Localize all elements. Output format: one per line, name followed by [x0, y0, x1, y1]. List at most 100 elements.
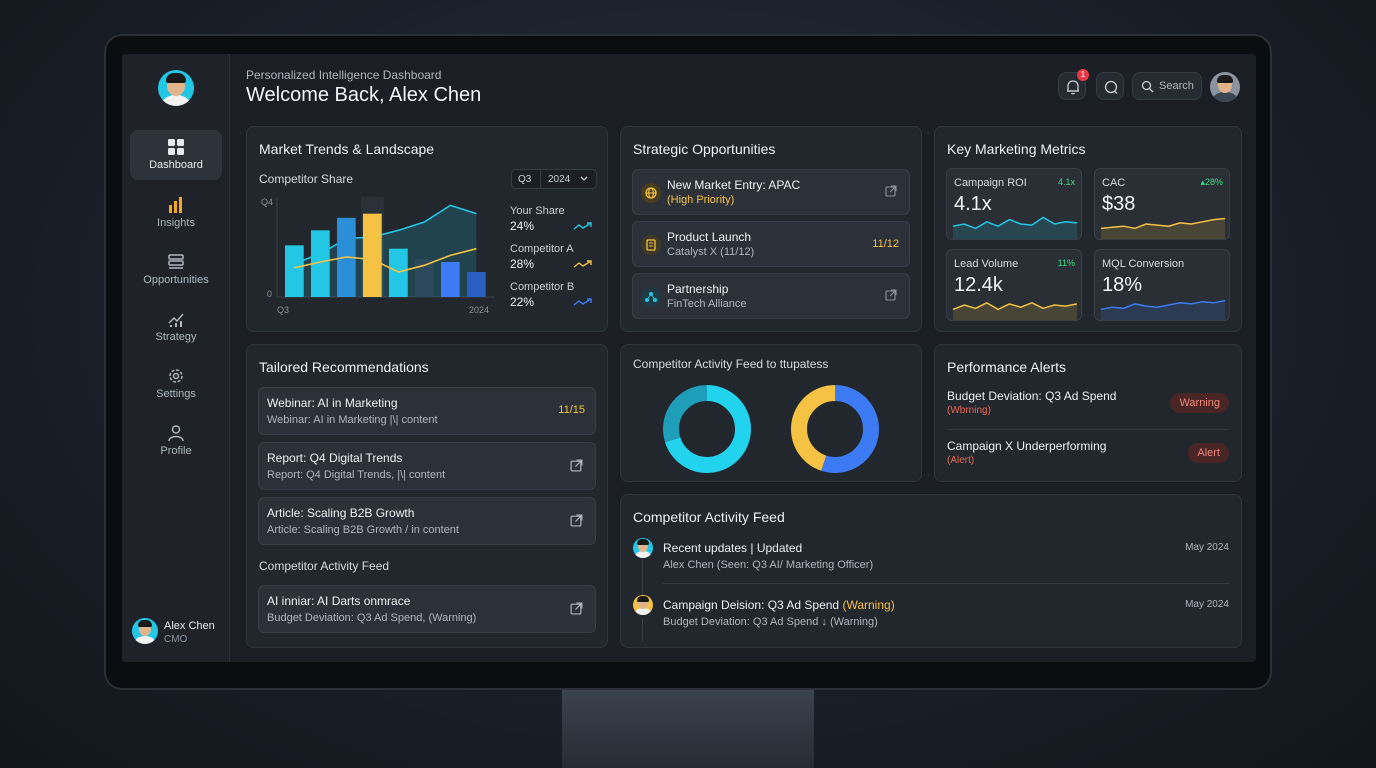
recommendation-title: Webinar: AI in Marketing [267, 396, 398, 410]
alert-item[interactable]: Budget Deviation: Q3 Ad Spend (Wbrning) … [947, 389, 1229, 435]
chat-button[interactable] [1096, 72, 1124, 100]
sidebar-item-label: Profile [160, 445, 192, 457]
grid-icon [168, 139, 184, 155]
alert-item[interactable]: Campaign X Underperforming (Alert) Alert [947, 439, 1229, 485]
sidebar-item-dashboard[interactable]: Dashboard [130, 130, 222, 180]
recommendation-subtitle: Budget Deviation: Q3 Ad Spend, (Warning) [267, 612, 477, 624]
search-button[interactable]: Search [1132, 72, 1202, 100]
card-title: Competitor Activity Feed to ttupatess [633, 357, 829, 371]
sidebar-user[interactable]: Alex Chen CMO [132, 618, 228, 648]
network-icon [641, 287, 661, 307]
legend-value: 24% [510, 219, 535, 233]
sidebar-item-label: Strategy [155, 331, 197, 343]
recommendation-item[interactable]: AI inniar: AI Darts onmrace Budget Devia… [258, 585, 596, 633]
recommendation-item[interactable]: Report: Q4 Digital Trends Report: Q4 Dig… [258, 442, 596, 490]
avatar [633, 538, 653, 558]
bar [363, 213, 382, 297]
timeline-line [642, 619, 643, 641]
x-tick-label: Q3 [277, 305, 289, 315]
legend-label: Your Share [510, 205, 565, 217]
stack-icon [168, 254, 184, 269]
alert-title: Budget Deviation: Q3 Ad Spend [947, 389, 1117, 403]
alert-status: (Alert) [947, 455, 975, 466]
performance-alerts-card: Performance Alerts Budget Deviation: Q3 … [934, 344, 1242, 482]
sidebar-item-strategy[interactable]: Strategy [130, 302, 222, 352]
metric-campaign-roi[interactable]: Campaign ROI 4.1x 4.1x [946, 168, 1082, 240]
legend-value: 28% [510, 257, 535, 271]
bar-chart-icon [169, 197, 182, 213]
metric-label: Lead Volume [954, 258, 1019, 270]
external-link-icon[interactable] [885, 289, 897, 301]
metric-value: 18% [1102, 274, 1143, 296]
sparkline [1100, 299, 1226, 320]
gear-icon [169, 369, 183, 383]
external-link-icon[interactable] [570, 459, 583, 472]
metric-lead-volume[interactable]: Lead Volume 11% 12.4k [946, 249, 1082, 321]
metric-cac[interactable]: CAC ▴28% $38 [1094, 168, 1230, 240]
sidebar-item-label: Opportunities [143, 274, 209, 286]
opportunity-item[interactable]: Partnership FinTech Alliance [632, 273, 910, 319]
recommendation-item[interactable]: Article: Scaling B2B Growth Article: Sca… [258, 497, 596, 545]
chart-subtitle: Competitor Share [259, 172, 354, 186]
trend-up-icon [573, 222, 592, 230]
feed-item[interactable]: Campaign Deision: Q3 Ad Spend (Warning) … [633, 595, 1229, 635]
feed-title: Recent updates | Updated [663, 541, 803, 555]
opportunity-item[interactable]: New Market Entry: APAC (High Priority) [632, 169, 910, 215]
external-link-icon[interactable] [885, 185, 897, 197]
line-series [294, 247, 477, 273]
metric-delta: 11% [1057, 258, 1075, 268]
sidebar-item-label: Dashboard [149, 159, 203, 171]
user-icon [168, 425, 184, 442]
recommendation-date: 11/15 [558, 404, 585, 416]
dashboard-screen: Dashboard Insights Opportunities [122, 54, 1256, 662]
competitor-donut-card: Competitor Activity Feed to ttupatess [620, 344, 922, 482]
divider [663, 583, 1229, 584]
year-value: 2024 [548, 174, 571, 185]
metric-mql-conversion[interactable]: MQL Conversion 18% [1094, 249, 1230, 321]
metric-value: 4.1x [954, 193, 992, 215]
sidebar: Dashboard Insights Opportunities [122, 54, 230, 662]
feed-item[interactable]: Recent updates | Updated Alex Chen (Seen… [633, 538, 1229, 578]
bell-icon [1067, 80, 1079, 95]
sidebar-item-settings[interactable]: Settings [130, 359, 222, 409]
divider [947, 429, 1229, 430]
donut-segment [791, 385, 879, 473]
search-icon [1141, 80, 1154, 93]
bar [389, 248, 408, 297]
opportunity-title: Product Launch [667, 230, 752, 244]
competitor-feed-card: Competitor Activity Feed Recent updates … [620, 494, 1242, 648]
sparkline [1100, 217, 1226, 239]
recommendation-item[interactable]: Webinar: AI in Marketing Webinar: AI in … [258, 387, 596, 435]
notifications-button[interactable]: 1 [1058, 69, 1089, 100]
recommendation-title: AI inniar: AI Darts onmrace [267, 594, 411, 608]
trend-up-icon [573, 260, 592, 268]
metric-label: CAC [1102, 177, 1126, 189]
legend-label: Competitor B [510, 281, 575, 293]
legend-value: 22% [510, 295, 535, 309]
sparkline-area [953, 302, 1077, 320]
opportunity-title: Partnership [667, 282, 729, 296]
metric-delta: 4.1x [1057, 177, 1075, 187]
sidebar-avatar[interactable] [158, 70, 194, 106]
external-link-icon[interactable] [570, 514, 583, 527]
sidebar-item-insights[interactable]: Insights [130, 188, 222, 238]
bar [311, 230, 330, 297]
sparkline-line [1100, 299, 1226, 311]
legend-label: Competitor A [510, 243, 574, 255]
header-avatar[interactable] [1210, 72, 1240, 102]
bar [441, 262, 460, 297]
period-select[interactable]: Q3 2024 [511, 169, 597, 189]
metric-label: Campaign ROI [954, 177, 1027, 189]
opportunity-subtitle: Catalyst X (11/12) [667, 246, 755, 258]
recommendation-title: Article: Scaling B2B Growth [267, 506, 415, 520]
external-link-icon[interactable] [570, 602, 583, 615]
opportunity-item[interactable]: Product Launch Catalyst X (11/12) 11/12 [632, 221, 910, 267]
sidebar-item-profile[interactable]: Profile [130, 416, 222, 466]
avatar [132, 618, 158, 644]
opportunity-subtitle: FinTech Alliance [667, 298, 747, 310]
opportunity-date: 11/12 [872, 238, 899, 250]
page-subtitle: Personalized Intelligence Dashboard [246, 68, 442, 82]
sidebar-item-opportunities[interactable]: Opportunities [130, 245, 222, 295]
metric-value: 12.4k [954, 274, 1003, 296]
notification-badge: 1 [1077, 69, 1089, 81]
